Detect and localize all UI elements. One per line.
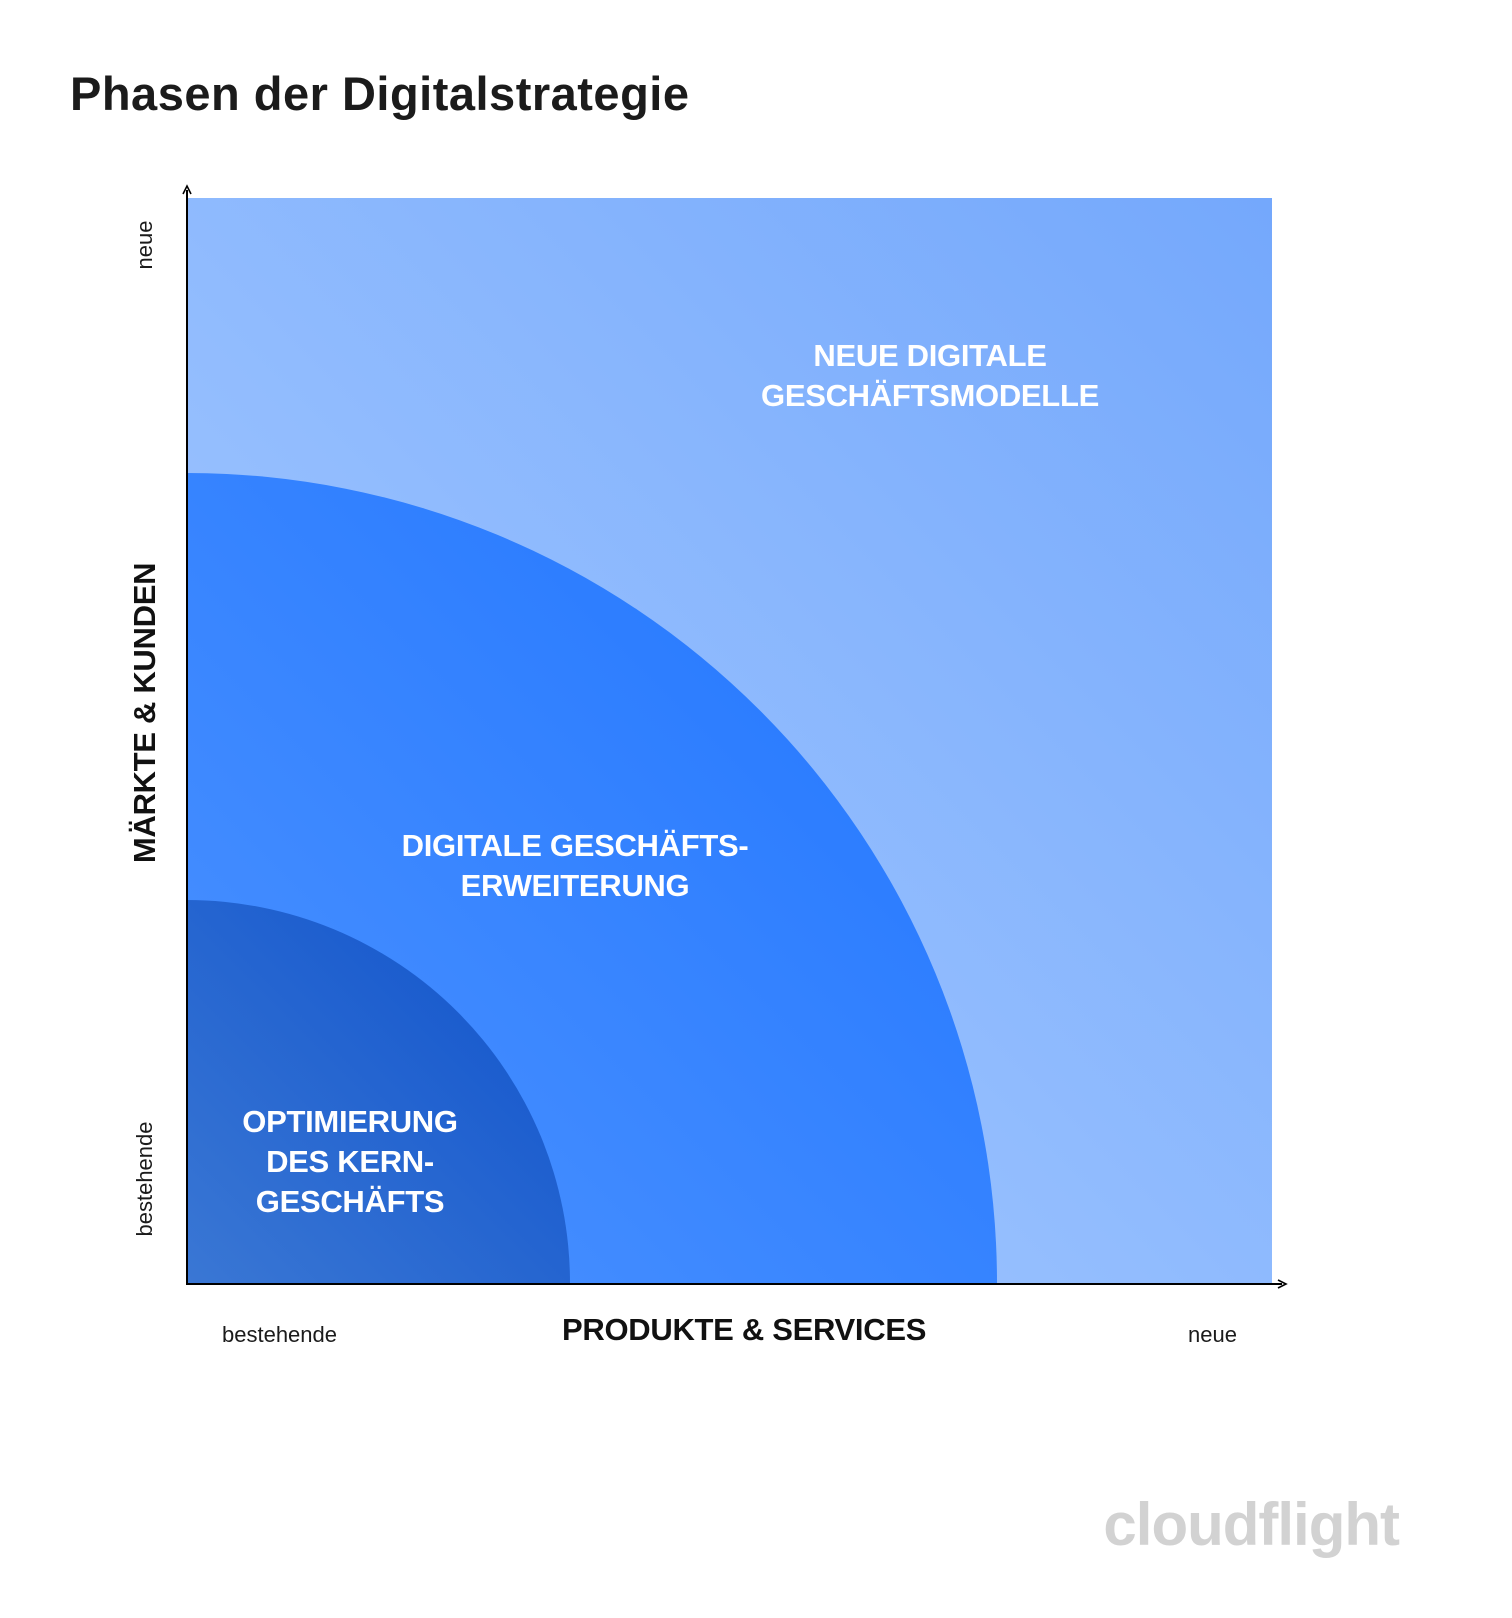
zone-inner-line-2: DES KERN- [266,1144,434,1179]
zone-outer-line-1: NEUE DIGITALE [813,338,1047,373]
zone-inner-line-3: GESCHÄFTS [255,1184,445,1219]
x-axis-high-label: neue [1188,1322,1237,1347]
zone-inner-label: OPTIMIERUNG DES KERN- GESCHÄFTS [200,1102,500,1222]
x-axis-title: PRODUKTE & SERVICES [562,1312,927,1347]
y-axis-high-label: neue [132,220,157,270]
x-axis-arrow-icon [1277,1279,1288,1289]
zone-outer-line-2: GESCHÄFTSMODELLE [761,378,1099,413]
zone-outer-label: NEUE DIGITALE GESCHÄFTSMODELLE [730,336,1130,416]
y-axis-low-label: bestehende [132,1121,157,1237]
y-axis-arrow-icon [182,184,192,195]
zone-middle-line-1: DIGITALE GESCHÄFTS- [401,828,749,863]
zone-inner-line-1: OPTIMIERUNG [242,1104,458,1139]
page-title: Phasen der Digitalstrategie [70,67,690,120]
y-axis-title: MÄRKTE & KUNDEN [127,562,162,864]
zone-middle-label: DIGITALE GESCHÄFTS- ERWEITERUNG [375,826,775,906]
zone-middle-line-2: ERWEITERUNG [460,868,690,903]
x-axis-low-label: bestehende [222,1322,337,1347]
zone-inner-area [187,900,570,1283]
cloudflight-logo: cloudflight [1103,1491,1400,1558]
